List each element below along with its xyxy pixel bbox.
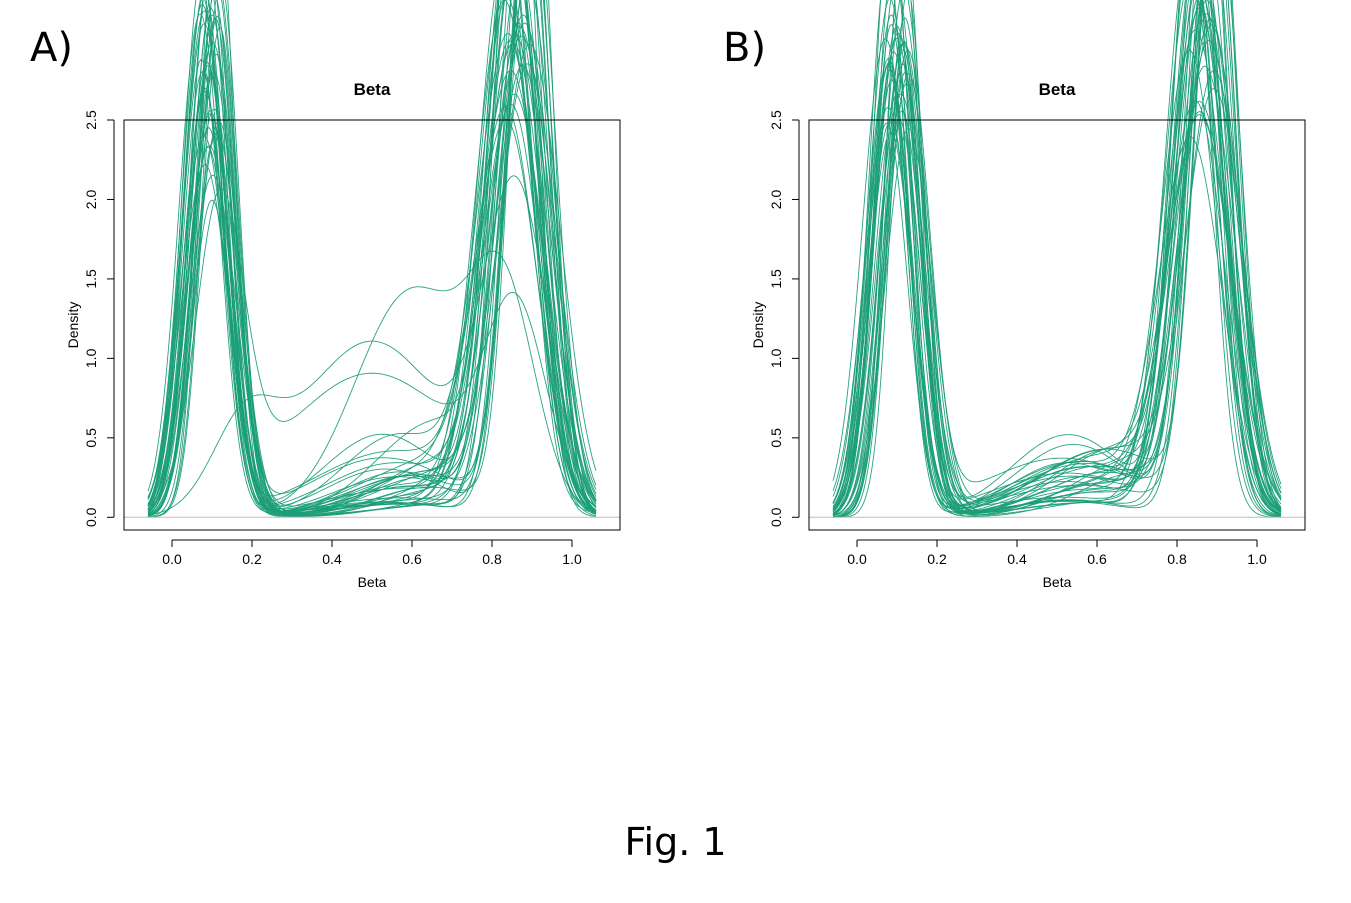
x-tick-label: 0.8 [482, 551, 502, 567]
y-tick-label: 2.0 [83, 190, 99, 210]
density-curve-3 [147, 199, 597, 516]
y-tick-label: 1.0 [83, 348, 99, 368]
density-curve-34 [832, 0, 1282, 517]
density-curve-24 [147, 0, 597, 511]
density-curve-40 [832, 0, 1282, 515]
density-curve-34 [147, 69, 597, 510]
density-curve-39 [147, 0, 597, 515]
x-tick-label: 0.8 [1167, 551, 1187, 567]
density-plot-b: 0.0 0.2 0.4 0.6 0.8 1.0 0.0 0.5 1.0 1.5 2.0 2.5 Be… [750, 0, 1306, 590]
density-curve-30 [832, 0, 1282, 516]
y-axis-label: Density [65, 302, 81, 349]
density-curves [147, 0, 597, 518]
plot-frame [808, 119, 1306, 531]
density-curve-39 [832, 0, 1282, 517]
density-curve-36 [832, 0, 1282, 516]
density-curve-14 [832, 0, 1282, 515]
y-tick-label: 2.0 [768, 190, 784, 210]
x-tick-label: 0.6 [1087, 551, 1107, 567]
y-tick-label: 1.5 [768, 269, 784, 289]
x-axis-label: Beta [358, 574, 387, 590]
y-tick-label: 2.5 [768, 110, 784, 130]
density-curve-24 [832, 57, 1282, 512]
density-curve-22 [832, 0, 1282, 518]
y-axis: 0.0 0.5 1.0 1.5 2.0 2.5 [768, 110, 800, 527]
density-curve-35 [147, 0, 597, 513]
figure-caption: Fig. 1 [624, 820, 727, 864]
density-curve-26 [832, 0, 1282, 518]
density-curve-27 [832, 0, 1282, 514]
x-tick-label: 0.2 [927, 551, 947, 567]
density-curve-1 [147, 188, 597, 509]
chart-title: Beta [1039, 80, 1076, 99]
density-curve-44 [147, 0, 597, 517]
y-tick-label: 1.5 [83, 269, 99, 289]
x-tick-label: 0.2 [242, 551, 262, 567]
density-curve-43 [147, 0, 597, 515]
y-tick-label: 1.0 [768, 348, 784, 368]
density-curve-33 [832, 0, 1282, 512]
density-curve-32 [832, 0, 1282, 518]
panel-letter-a: A) [30, 25, 73, 71]
chart-title: Beta [354, 80, 391, 99]
density-curve-41 [147, 0, 597, 518]
density-curve-13 [147, 0, 597, 516]
density-curve-37 [147, 0, 597, 513]
x-axis-label: Beta [1043, 574, 1072, 590]
x-axis: 0.0 0.2 0.4 0.6 0.8 1.0 [847, 539, 1267, 567]
x-tick-label: 0.0 [847, 551, 867, 567]
x-tick-label: 0.4 [322, 551, 342, 567]
x-tick-label: 0.4 [1007, 551, 1027, 567]
plot-frame [123, 119, 621, 531]
density-curve-40 [147, 0, 597, 513]
density-curve-35 [832, 0, 1282, 516]
y-tick-label: 0.5 [83, 428, 99, 448]
y-tick-label: 0.0 [768, 507, 784, 527]
density-curve-38 [832, 0, 1282, 518]
density-curve-19 [832, 0, 1282, 512]
x-tick-label: 1.0 [1247, 551, 1267, 567]
x-tick-label: 1.0 [562, 551, 582, 567]
x-tick-label: 0.6 [402, 551, 422, 567]
y-axis-label: Density [750, 302, 766, 349]
panel-letter-b: B) [723, 25, 767, 71]
density-curve-33 [147, 21, 597, 515]
density-curve-29 [832, 0, 1282, 518]
density-curve-30 [147, 0, 597, 513]
y-tick-label: 0.5 [768, 428, 784, 448]
density-curve-32 [147, 14, 597, 511]
x-axis: 0.0 0.2 0.4 0.6 0.8 1.0 [162, 539, 582, 567]
density-curve-23 [832, 0, 1282, 517]
y-tick-label: 0.0 [83, 507, 99, 527]
density-curves [832, 0, 1282, 518]
y-tick-label: 2.5 [83, 110, 99, 130]
x-tick-label: 0.0 [162, 551, 182, 567]
density-plot-a: 0.0 0.2 0.4 0.6 0.8 1.0 0.0 0.5 1.0 1.5 2.0 2.5 Be… [65, 0, 621, 590]
y-axis: 0.0 0.5 1.0 1.5 2.0 2.5 [83, 110, 115, 527]
density-curve-28 [832, 0, 1282, 518]
